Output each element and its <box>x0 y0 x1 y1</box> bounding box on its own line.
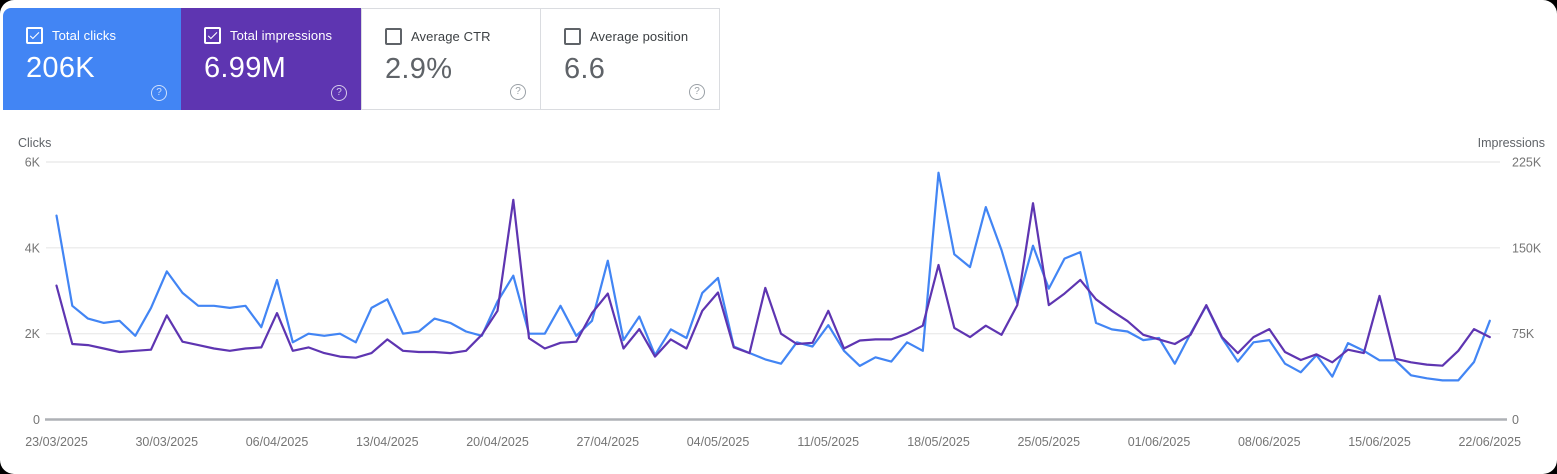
x-axis-date-label: 13/04/2025 <box>356 435 419 449</box>
metric-value: 6.6 <box>564 53 606 85</box>
x-axis-date-label: 04/05/2025 <box>687 435 750 449</box>
x-axis-date-label: 23/03/2025 <box>25 435 88 449</box>
total-clicks-line <box>55 171 1491 382</box>
left-axis-tick: 6K <box>25 156 41 170</box>
metric-label: Average CTR <box>411 29 491 44</box>
check-icon <box>29 32 40 40</box>
metric-cards-row: Total clicks 206K ? Total impressions 6.… <box>3 8 720 110</box>
metric-card-total-impressions[interactable]: Total impressions 6.99M ? <box>181 8 361 110</box>
right-axis-tick: 225K <box>1512 156 1542 170</box>
help-icon[interactable]: ? <box>510 84 526 100</box>
x-axis-date-label: 20/04/2025 <box>466 435 529 449</box>
metric-checkbox-icon[interactable] <box>564 28 581 45</box>
x-axis-date-labels: 23/03/2025 30/03/2025 06/04/2025 13/04/2025… <box>25 435 1521 449</box>
right-axis-title: Impressions <box>1478 136 1545 150</box>
metric-checkbox-icon[interactable] <box>26 27 43 44</box>
x-axis-date-label: 15/06/2025 <box>1348 435 1411 449</box>
total-impressions-line <box>55 198 1491 367</box>
chart-gridlines <box>46 161 1500 335</box>
right-axis-tick: 75K <box>1512 327 1535 341</box>
right-axis-tick: 0 <box>1512 413 1519 427</box>
x-axis-date-label: 22/06/2025 <box>1458 435 1521 449</box>
metric-checkbox-icon[interactable] <box>385 28 402 45</box>
metric-card-average-position[interactable]: Average position 6.6 ? <box>540 8 720 110</box>
right-axis-tick: 150K <box>1512 241 1542 255</box>
x-axis-date-label: 27/04/2025 <box>576 435 639 449</box>
left-axis-tick: 2K <box>25 327 41 341</box>
help-icon[interactable]: ? <box>689 84 705 100</box>
metric-value: 2.9% <box>385 53 453 85</box>
left-axis-tick: 0 <box>33 413 40 427</box>
x-axis-date-label: 06/04/2025 <box>246 435 309 449</box>
x-axis-date-label: 25/05/2025 <box>1017 435 1080 449</box>
metric-label: Total impressions <box>230 28 333 43</box>
metric-label: Average position <box>590 29 689 44</box>
help-icon[interactable]: ? <box>151 85 167 101</box>
x-axis-date-label: 18/05/2025 <box>907 435 970 449</box>
left-axis-tick: 4K <box>25 241 41 255</box>
x-axis-date-label: 08/06/2025 <box>1238 435 1301 449</box>
metric-value: 6.99M <box>204 52 287 84</box>
check-icon <box>207 32 218 40</box>
chart-axis-ticks: 0 0 2K 75K 4K 150K 6K 225K <box>25 156 1542 428</box>
metric-label: Total clicks <box>52 28 117 43</box>
left-axis-title: Clicks <box>18 136 51 150</box>
x-axis-date-label: 01/06/2025 <box>1128 435 1191 449</box>
x-axis-date-label: 11/05/2025 <box>797 435 859 449</box>
help-icon[interactable]: ? <box>331 85 347 101</box>
metric-card-average-ctr[interactable]: Average CTR 2.9% ? <box>361 8 541 110</box>
metric-value: 206K <box>26 52 95 84</box>
metric-card-total-clicks[interactable]: Total clicks 206K ? <box>3 8 181 110</box>
x-axis-date-label: 30/03/2025 <box>135 435 198 449</box>
metric-checkbox-icon[interactable] <box>204 27 221 44</box>
